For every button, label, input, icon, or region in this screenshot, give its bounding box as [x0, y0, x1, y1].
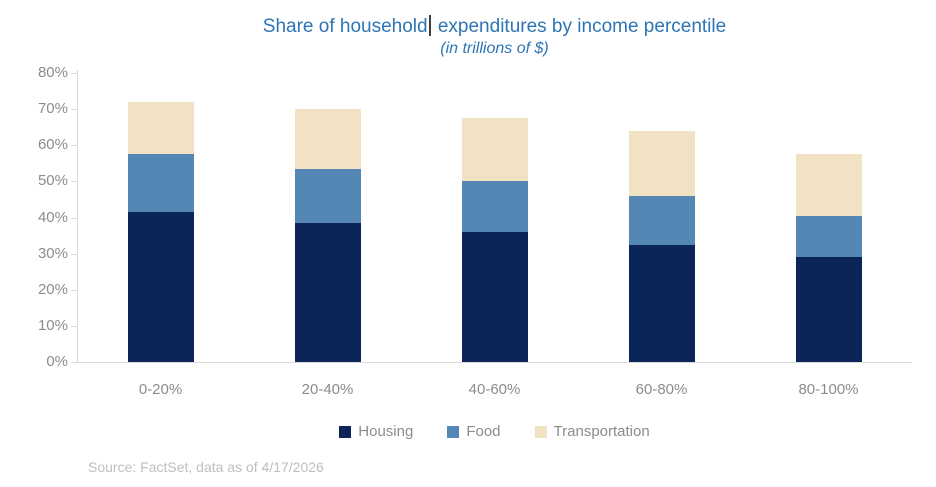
y-tick-mark — [71, 253, 77, 255]
legend-swatch-housing — [339, 425, 352, 438]
y-tick-label-30%: 30% — [37, 244, 68, 262]
chart-title-text-before-cursor: Share of household — [262, 16, 428, 37]
x-axis-line — [77, 362, 912, 363]
x-tick-label-60-80%: 60-80% — [635, 381, 688, 398]
bar-segment-transportation-40-60%[interactable] — [461, 118, 528, 182]
bar-segment-food-0-20%[interactable] — [127, 154, 194, 213]
bar-segment-housing-60-80%[interactable] — [628, 244, 695, 362]
legend-swatch-transportation — [534, 425, 547, 438]
legend: Housing Food Transportation — [77, 423, 912, 440]
bar-segment-transportation-60-80%[interactable] — [628, 130, 695, 196]
bar-segment-transportation-80-100%[interactable] — [795, 154, 862, 216]
bar-segment-food-60-80%[interactable] — [628, 195, 695, 245]
y-tick-label-10%: 10% — [37, 316, 68, 334]
y-tick-mark — [71, 289, 77, 291]
x-tick-label-0-20%: 0-20% — [138, 381, 183, 398]
y-axis-line — [77, 70, 78, 362]
y-tick-mark — [71, 73, 77, 74]
bar-segment-housing-40-60%[interactable] — [461, 231, 528, 362]
y-tick-label-70%: 70% — [37, 100, 68, 118]
legend-label-housing: Housing — [358, 423, 414, 440]
chart-title-text-after-cursor: expenditures by income percentile — [437, 16, 727, 37]
y-tick-label-50%: 50% — [37, 172, 68, 190]
legend-item-housing[interactable]: Housing — [339, 423, 413, 440]
bar-segment-housing-0-20%[interactable] — [127, 212, 194, 362]
legend-swatch-food — [447, 425, 460, 438]
bar-segment-housing-80-100%[interactable] — [795, 257, 862, 362]
y-tick-label-60%: 60% — [37, 136, 68, 154]
bar-segment-housing-20-40%[interactable] — [294, 222, 361, 362]
y-tick-label-80%: 80% — [37, 64, 68, 81]
legend-item-transportation[interactable]: Transportation — [534, 423, 650, 440]
bar-segment-transportation-20-40%[interactable] — [294, 109, 361, 169]
bar-segment-food-40-60%[interactable] — [461, 181, 528, 232]
bar-segment-food-20-40%[interactable] — [294, 168, 361, 223]
x-tick-label-40-60%: 40-60% — [468, 381, 521, 398]
chart-title[interactable]: Share of household expenditures by incom… — [77, 14, 912, 40]
y-tick-label-40%: 40% — [37, 208, 68, 226]
x-tick-label-80-100%: 80-100% — [798, 381, 859, 398]
x-tick-label-20-40%: 20-40% — [301, 381, 354, 398]
text-cursor-caret — [428, 15, 431, 36]
y-tick-label-20%: 20% — [37, 280, 68, 298]
y-tick-mark — [71, 362, 77, 363]
legend-label-food: Food — [466, 423, 501, 440]
y-tick-mark — [71, 145, 77, 147]
bar-segment-food-80-100%[interactable] — [795, 215, 862, 258]
legend-item-food[interactable]: Food — [447, 423, 501, 440]
y-tick-mark — [71, 181, 77, 183]
bar-segment-transportation-0-20%[interactable] — [127, 101, 194, 155]
source-note: Source: FactSet, data as of 4/17/2026 — [88, 459, 324, 475]
y-tick-mark — [71, 109, 77, 111]
y-tick-label-0%: 0% — [46, 353, 68, 370]
y-tick-mark — [71, 217, 77, 219]
chart-subtitle[interactable]: (in trillions of $) — [440, 40, 549, 57]
legend-label-transportation: Transportation — [553, 423, 650, 440]
y-tick-mark — [71, 325, 77, 327]
